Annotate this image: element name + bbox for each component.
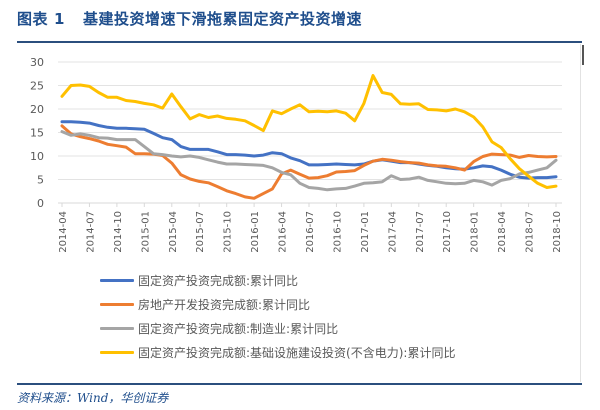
- series-line-yellow: [60, 74, 558, 189]
- x-tick-label: 2016-10: [332, 211, 343, 253]
- legend-item-gray: 固定资产投资完成额:制造业:累计同比: [100, 316, 455, 340]
- x-tick-label: 2014-07: [85, 211, 96, 253]
- legend-label: 固定资产投资完成额:累计同比: [138, 273, 299, 288]
- x-tick-label: 2017-04: [387, 211, 398, 253]
- line-chart: 0 5 10 15 20 25 30 2014-04 2014-07 2014-10 2015-0…: [30, 56, 563, 253]
- x-tick-label: 2018-10: [552, 211, 563, 253]
- x-tick-label: 2017-07: [415, 211, 426, 253]
- x-tick-label: 2015-01: [140, 211, 151, 253]
- x-tick-label: 2014-04: [58, 211, 69, 253]
- series-lines: [60, 74, 558, 200]
- y-axis-ticks: 0 5 10 15 20 25 30: [30, 56, 44, 210]
- legend-swatch: [100, 302, 134, 306]
- legend-label: 房地产开发投资完成额:累计同比: [138, 297, 311, 312]
- series-line-blue: [60, 120, 558, 180]
- x-tick-label: 2018-01: [470, 211, 481, 253]
- figure-title-text: 基建投资增速下滑拖累固定资产投资增速: [82, 10, 362, 28]
- legend-item-blue: 固定资产投资完成额:累计同比: [100, 268, 455, 292]
- legend-swatch: [100, 326, 134, 330]
- y-tick-label: 0: [37, 197, 44, 210]
- series-line-orange: [60, 124, 558, 200]
- y-tick-label: 5: [37, 174, 44, 187]
- legend-label: 固定资产投资完成额:基础设施建设投资(不含电力):累计同比: [138, 345, 456, 360]
- bottom-rule: [17, 383, 582, 385]
- x-tick-label: 2014-10: [113, 211, 124, 253]
- legend-label: 固定资产投资完成额:制造业:累计同比: [138, 321, 339, 336]
- x-tick-label: 2016-01: [250, 211, 261, 253]
- y-tick-label: 25: [30, 80, 44, 93]
- x-tick-label: 2015-07: [195, 211, 206, 253]
- legend-item-yellow: 固定资产投资完成额:基础设施建设投资(不含电力):累计同比: [100, 340, 455, 364]
- series-line-gray: [60, 130, 558, 192]
- legend-swatch: [100, 278, 134, 282]
- x-axis: 2014-04 2014-07 2014-10 2015-01 2015-04 2015-…: [58, 202, 563, 253]
- y-tick-label: 15: [30, 127, 44, 140]
- x-tick-label: 2018-04: [497, 211, 508, 253]
- x-tick-label: 2015-10: [223, 211, 234, 253]
- x-tick-label: 2018-07: [525, 211, 536, 253]
- gridlines: [58, 61, 562, 180]
- legend-swatch: [100, 350, 134, 354]
- y-tick-label: 20: [30, 103, 44, 116]
- scrollbar-handle[interactable]: [582, 45, 584, 65]
- top-rule: [17, 41, 582, 43]
- source-note: 资料来源：Wind，华创证券: [17, 391, 169, 405]
- figure-label: 图表: [17, 10, 49, 28]
- x-tick-label: 2015-04: [168, 211, 179, 253]
- x-tick-label: 2016-07: [305, 211, 316, 253]
- x-tick-label: 2017-01: [360, 211, 371, 253]
- legend-item-orange: 房地产开发投资完成额:累计同比: [100, 292, 455, 316]
- y-tick-label: 30: [30, 56, 44, 69]
- figure-number: 1: [54, 10, 65, 28]
- figure-title: 图表 1 基建投资增速下滑拖累固定资产投资增速: [17, 8, 362, 29]
- x-tick-label: 2017-10: [442, 211, 453, 253]
- chart-legend: 固定资产投资完成额:累计同比 房地产开发投资完成额:累计同比固定资产投资完成额:制…: [100, 268, 455, 364]
- chart-frame: [20, 44, 581, 382]
- y-tick-label: 10: [30, 150, 44, 163]
- x-tick-label: 2016-04: [278, 211, 289, 253]
